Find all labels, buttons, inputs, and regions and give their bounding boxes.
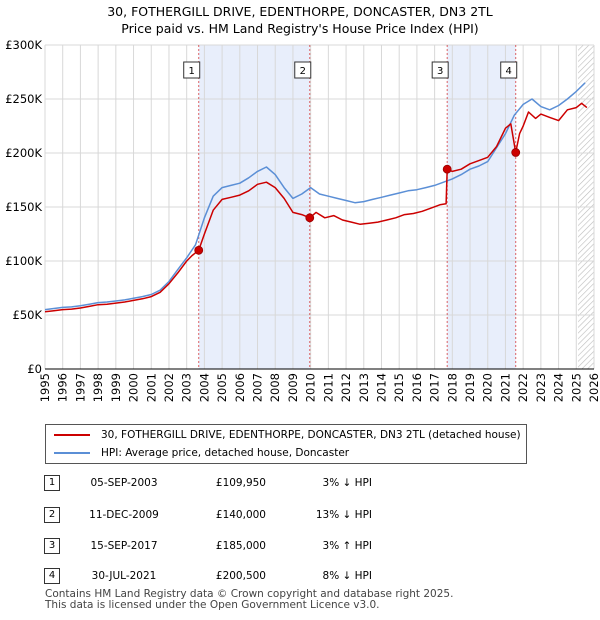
x-tick-label: 2023 <box>534 373 548 402</box>
sale-point <box>511 148 521 157</box>
transaction-date: 30-JUL-2021 <box>91 570 157 582</box>
legend: 30, FOTHERGILL DRIVE, EDENTHORPE, DONCAS… <box>45 424 527 464</box>
sale-label-badge: 1 <box>183 61 201 79</box>
transaction-date: 15-SEP-2017 <box>90 540 158 552</box>
x-tick-label: 2004 <box>197 373 211 402</box>
transaction-price: £185,000 <box>215 540 266 552</box>
transaction-number: 3 <box>44 538 60 554</box>
x-tick-label: 2012 <box>339 373 353 402</box>
footer-licence: This data is licensed under the Open Gov… <box>45 599 380 611</box>
x-tick-label: 2005 <box>215 373 229 402</box>
transaction-number: 4 <box>44 568 60 584</box>
x-tick-label: 1996 <box>56 373 70 402</box>
x-tick-label: 2003 <box>180 373 194 402</box>
y-tick-label: £50K <box>13 308 43 322</box>
y-tick-label: £250K <box>5 92 42 106</box>
transaction-price: £109,950 <box>215 477 266 489</box>
sale-label-box <box>431 61 449 79</box>
x-tick-label: 2016 <box>410 373 424 402</box>
hpi-line <box>45 82 586 311</box>
transaction-price: £200,500 <box>215 570 266 582</box>
x-tick-label: 2020 <box>481 373 495 402</box>
x-tick-label: 2000 <box>127 373 141 402</box>
x-tick-label: 2008 <box>268 373 282 402</box>
x-tick-label: 2025 <box>569 373 583 402</box>
sale-label-box <box>183 61 201 79</box>
sale-label-text: 1 <box>189 66 195 77</box>
x-tick-label: 2009 <box>286 373 300 402</box>
x-tick-label: 2013 <box>357 373 371 402</box>
transaction-hpi-change: 3% ↓ HPI <box>322 477 372 489</box>
property-price-line <box>45 102 588 313</box>
x-tick-label: 2001 <box>144 373 158 402</box>
x-tick-label: 2010 <box>304 373 318 402</box>
y-tick-label: £200K <box>5 146 42 160</box>
x-tick-label: 1995 <box>38 373 52 402</box>
sale-label-badge: 4 <box>500 61 518 79</box>
transaction-hpi-change: 13% ↓ HPI <box>315 509 372 521</box>
x-tick-label: 2011 <box>321 373 335 402</box>
sale-point <box>442 164 452 174</box>
transaction-row: 2 11-DEC-2009 £140,000 13% ↓ HPI <box>0 507 600 525</box>
x-tick-label: 2018 <box>445 373 459 402</box>
x-tick-label: 2017 <box>428 373 442 402</box>
sale-label-text: 3 <box>437 66 443 77</box>
x-tick-label: 2014 <box>374 373 388 402</box>
x-tick-label: 2019 <box>463 373 477 402</box>
sale-label-badge: 2 <box>294 61 312 79</box>
chart-subtitle: Price paid vs. HM Land Registry's House … <box>121 21 479 36</box>
x-tick-label: 2024 <box>552 373 566 402</box>
transaction-row: 4 30-JUL-2021 £200,500 8% ↓ HPI <box>0 568 600 586</box>
legend-property-swatch <box>54 434 90 436</box>
x-tick-label: 1998 <box>91 373 105 402</box>
transaction-number: 2 <box>44 507 60 523</box>
transaction-hpi-change: 3% ↑ HPI <box>322 540 372 552</box>
transaction-date: 11-DEC-2009 <box>89 509 159 521</box>
sale-label-box <box>294 61 312 79</box>
footer: Contains HM Land Registry data © Crown c… <box>45 589 453 611</box>
x-tick-label: 2026 <box>587 373 600 402</box>
legend-hpi-label: HPI: Average price, detached house, Donc… <box>101 447 350 459</box>
sale-label-text: 4 <box>506 66 512 77</box>
sale-label-badge: 3 <box>431 61 449 79</box>
x-tick-label: 1999 <box>109 373 123 402</box>
legend-hpi-swatch <box>54 452 90 454</box>
x-tick-label: 2021 <box>498 373 512 402</box>
transaction-hpi-change: 8% ↓ HPI <box>322 570 372 582</box>
y-tick-label: £100K <box>5 254 42 268</box>
transaction-row: 3 15-SEP-2017 £185,000 3% ↑ HPI <box>0 538 600 556</box>
sale-label-text: 2 <box>300 66 306 77</box>
sale-point <box>305 213 315 223</box>
transaction-row: 1 05-SEP-2003 £109,950 3% ↓ HPI <box>0 475 600 493</box>
x-tick-label: 2006 <box>233 373 247 402</box>
x-tick-label: 1997 <box>73 373 87 402</box>
x-tick-label: 2015 <box>392 373 406 402</box>
transaction-price: £140,000 <box>215 509 266 521</box>
legend-property-label: 30, FOTHERGILL DRIVE, EDENTHORPE, DONCAS… <box>101 429 521 441</box>
y-tick-label: £150K <box>5 200 42 214</box>
transaction-date: 05-SEP-2003 <box>90 477 158 489</box>
chart-title: 30, FOTHERGILL DRIVE, EDENTHORPE, DONCAS… <box>107 4 493 19</box>
sale-point <box>194 245 204 255</box>
x-tick-label: 2002 <box>162 373 176 402</box>
footer-copyright: Contains HM Land Registry data © Crown c… <box>45 588 454 600</box>
y-tick-label: £300K <box>5 38 42 52</box>
price-chart: 1 2 3 4 £0 £50K £100K £150K £200K £250K £300K 1995 1… <box>5 38 600 402</box>
transaction-number: 1 <box>44 475 60 491</box>
y-tick-label: £0 <box>27 362 42 376</box>
sale-label-box <box>500 61 518 79</box>
x-tick-label: 2022 <box>516 373 530 402</box>
x-tick-label: 2007 <box>251 373 265 402</box>
